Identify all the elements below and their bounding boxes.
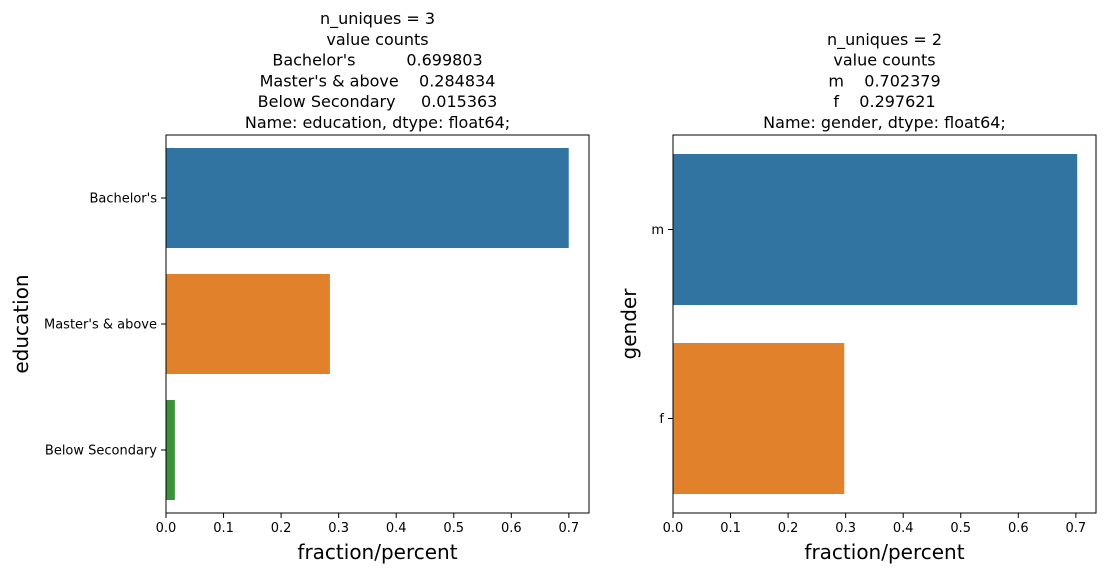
education-ytick-label: Bachelor's	[89, 192, 157, 207]
education-xtick-label: 0.4	[386, 521, 407, 536]
education-bar-bachelor-s	[166, 148, 569, 248]
gender-bar-f	[673, 343, 845, 494]
education-title-line: n_uniques = 3	[320, 9, 435, 29]
education-xtick-label: 0.7	[559, 521, 580, 536]
education-ytick-label: Master's & above	[44, 318, 157, 333]
education-xtick-label: 0.2	[271, 521, 292, 536]
gender-xtick-label: 0.0	[663, 521, 684, 536]
gender-xtick-label: 0.6	[1008, 521, 1029, 536]
education-bar-master-s-above	[166, 274, 330, 374]
education-title-line: value counts	[326, 30, 428, 49]
gender-xtick-label: 0.5	[950, 521, 971, 536]
gender-xtick-label: 0.3	[835, 521, 856, 536]
gender-title-line: Name: gender, dtype: float64;	[763, 113, 1006, 132]
gender-xtick-label: 0.7	[1066, 521, 1087, 536]
education-bar-below-secondary	[166, 400, 175, 500]
education-y-axis-label: education	[9, 274, 33, 373]
gender-axes-frame	[672, 134, 1097, 514]
education-xtick-label: 0.5	[443, 521, 464, 536]
education-ytick-label: Below Secondary	[45, 444, 157, 459]
education-title-line: Master's & above 0.284834	[260, 71, 496, 90]
gender-bar-m	[673, 154, 1078, 305]
education-x-axis-label: fraction/percent	[297, 540, 457, 564]
education-chart: Bachelor's Master's & above Below Secondar…	[9, 9, 590, 564]
gender-title-line: value counts	[833, 51, 935, 70]
education-xtick-label: 0.3	[328, 521, 349, 536]
education-title-line: Below Secondary 0.015363	[258, 92, 498, 111]
gender-ytick-label: f	[659, 412, 664, 427]
gender-title-line: f 0.297621	[833, 92, 935, 111]
gender-x-axis-label: fraction/percent	[804, 540, 964, 564]
gender-ytick-label: m	[651, 223, 664, 238]
education-xtick-label: 0.6	[501, 521, 522, 536]
gender-title-line: m 0.702379	[828, 71, 940, 90]
gender-xtick-label: 0.1	[720, 521, 741, 536]
education-xtick-label: 0.1	[213, 521, 234, 536]
gender-xtick-label: 0.4	[893, 521, 914, 536]
gender-title-line: n_uniques = 2	[827, 30, 942, 50]
education-title-line: Bachelor's 0.699803	[272, 51, 482, 70]
gender-chart: m f 0.0 0.1 0.2 0.3 0.4 0.5 0.6 0.7 fraction/perce…	[617, 30, 1097, 564]
gender-y-axis-label: gender	[617, 288, 641, 360]
education-title-line: Name: education, dtype: float64;	[245, 113, 510, 132]
gender-xtick-label: 0.2	[778, 521, 799, 536]
education-xtick-label: 0.0	[156, 521, 177, 536]
education-axes-frame	[165, 134, 590, 514]
